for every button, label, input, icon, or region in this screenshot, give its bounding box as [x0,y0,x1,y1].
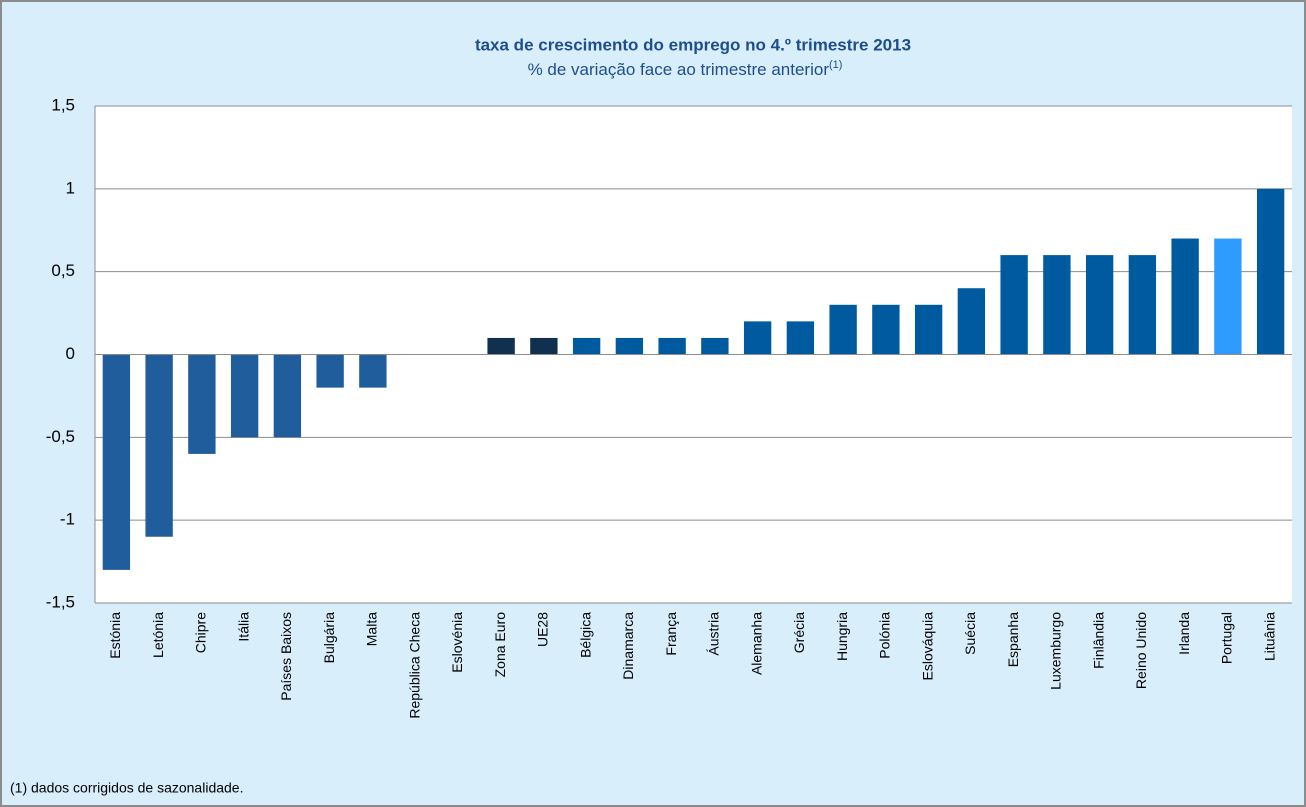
bar [957,288,986,355]
x-tick-label: Finlândia [1090,612,1106,669]
x-tick-label: Países Baixos [278,612,294,701]
bar [316,354,344,388]
bar [230,354,259,438]
y-tick-label: 1 [66,178,75,197]
y-tick-label: 0 [66,344,75,363]
chart-subtitle: % de variação face ao trimestre anterior… [528,59,843,80]
bar [615,337,644,355]
x-tick-label: Suécia [962,612,978,655]
x-tick-label: Zona Euro [492,612,508,678]
chart-title: taxa de crescimento do emprego no 4.º tr… [475,35,911,54]
bar [1000,255,1028,355]
x-tick-label: Chipre [193,612,209,653]
bar [188,354,216,454]
y-tick-label: -0,5 [46,427,75,446]
bar [487,337,515,355]
bar [145,354,173,537]
x-tick-label: Portugal [1219,612,1235,664]
x-tick-label: Bélgica [577,612,593,658]
x-tick-label: Estónia [107,612,123,659]
bar [1128,255,1157,355]
bar [658,337,686,355]
y-tick-label: 1,5 [51,95,75,114]
x-tick-label: Hungria [834,612,850,661]
x-tick-label: Bulgária [321,612,337,664]
bar [914,304,943,355]
bar [273,354,302,438]
bar [1214,238,1242,355]
bar [572,337,601,355]
bar [359,354,387,388]
x-tick-label: Polónia [877,612,893,659]
bar [102,354,131,570]
x-tick-label: República Checa [406,612,422,719]
x-tick-label: Alemanha [748,612,764,675]
x-tick-label: França [663,612,679,656]
bar [1171,238,1199,355]
y-tick-label: -1 [60,510,75,529]
x-tick-label: Lituânia [1261,612,1277,661]
bar [1256,188,1285,355]
footnote: (1) dados corrigidos de sazonalidade. [10,780,243,796]
bar [701,337,729,355]
y-tick-label: 0,5 [51,261,75,280]
bar [829,304,857,355]
bar [872,304,900,355]
subtitle-text: % de variação face ao trimestre anterior [528,60,830,79]
bar [786,321,815,355]
y-tick-label: -1,5 [46,592,75,611]
x-tick-label: Luxemburgo [1048,612,1064,690]
x-tick-label: Dinamarca [620,612,636,680]
x-tick-label: Irlanda [1176,612,1192,655]
x-tick-label: Reino Unido [1133,612,1149,689]
x-tick-label: Eslováquia [919,612,935,681]
bar [1043,255,1071,355]
x-tick-label: Letónia [150,612,166,658]
x-tick-label: Malta [364,612,380,646]
subtitle-note: (1) [829,59,842,71]
x-tick-label: UE28 [535,612,551,647]
bar [743,321,772,355]
x-tick-label: Grécia [791,612,807,653]
x-tick-label: Áustria [706,612,722,656]
bar [530,337,558,355]
x-tick-label: Itália [235,612,251,642]
bar [1085,255,1114,355]
x-tick-label: Espanha [1005,612,1021,667]
x-tick-label: Eslovénia [449,612,465,673]
